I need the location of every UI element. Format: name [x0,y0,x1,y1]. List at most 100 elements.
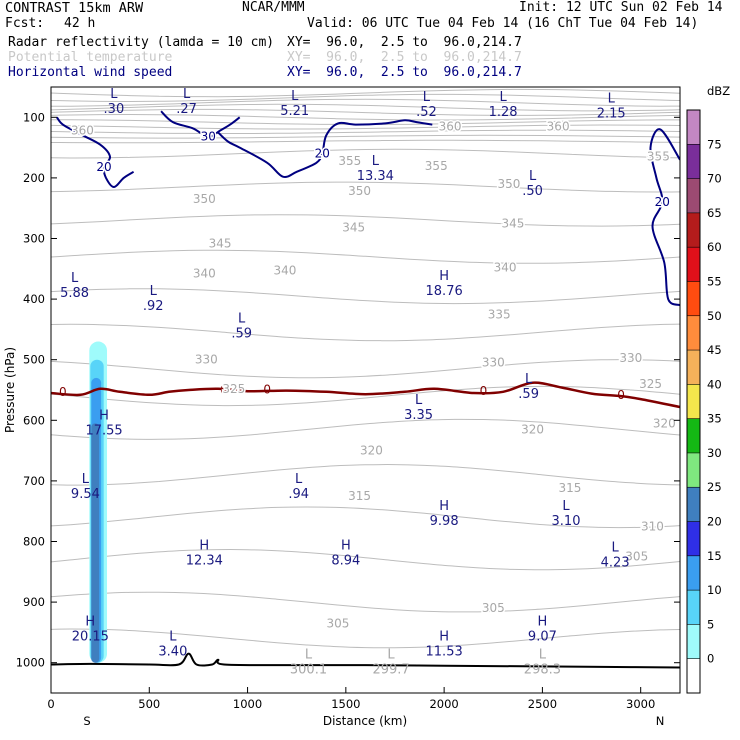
x-tick-label: 2000 [429,697,458,711]
theta-contour-label: 340 [193,267,216,281]
x-tick-label: 500 [138,697,160,711]
isentrope-line [51,108,680,116]
isentrope-line [51,323,680,342]
theta-contour-label: 335 [488,307,511,321]
isentrope-line [51,103,680,112]
extremum-type: H [439,499,449,514]
extremum-value: 298.3 [524,663,561,678]
freezing-level-label: 0 [263,383,271,397]
extremum-type: L [499,90,507,105]
colorbar-swatch [687,281,700,316]
colorbar-label: 65 [707,206,722,220]
extremum-type: H [341,539,351,554]
freezing-level-layer: 0 0 0 0 0 [51,381,680,409]
x-tick-label: 2500 [528,697,557,711]
colorbar-label: 10 [707,583,722,597]
extremum-type: H [199,539,209,554]
y-tick-label: 900 [23,595,45,609]
extremum-value: .94 [288,487,309,502]
colorbar-swatch [687,144,700,179]
colorbar-label: 50 [707,309,722,323]
extremum-value: 300.1 [290,663,327,678]
theta-contour-label: 350 [348,184,371,198]
isentrope-line [51,88,680,98]
left-endpoint-label: S [83,714,90,728]
theta-contour-label: 305 [482,601,505,615]
extremum-type: H [85,614,95,629]
isentrope-line [51,124,680,130]
freezing-level-label: 0 [617,388,625,402]
isentrope-line [51,113,680,121]
colorbar-swatch [687,590,700,625]
colorbar-unit: dBZ [707,84,730,98]
extremum-type: H [439,269,449,284]
contour-labels: 360 360 360 355 355 355 350 350 350 345 345 345 340 3… [69,118,677,632]
x-tick-label: 3000 [626,697,655,711]
wind-contour-20 [56,116,135,189]
theta-contour-label: 330 [482,356,505,370]
extremum-type: L [387,648,395,663]
freezing-level-line [51,381,680,409]
colorbar-swatch [687,624,700,659]
theta-contour-label: 345 [209,236,232,250]
y-axis-title: Pressure (hPa) [3,347,17,433]
field-name-reflectivity: Radar reflectivity (lamda = 10 cm) [8,35,275,50]
colorbar-swatch [687,247,700,282]
extremum-type: H [538,614,548,629]
isentrope-line [51,214,680,227]
colorbar-swatch [687,384,700,419]
theta-contour-label: 330 [619,351,642,365]
wind-contour-label: 20 [655,195,670,209]
colorbar-label: 60 [707,240,722,254]
extremum-type: L [529,169,537,184]
isentrope-line [51,591,680,613]
extremum-value: .59 [231,326,252,341]
theta-contour-label: 345 [342,221,365,235]
field-name-wind: Horizontal wind speed [8,65,173,80]
extremum-type: L [183,87,191,102]
colorbar-label: 40 [707,377,722,391]
theta-contour-label: 355 [425,159,448,173]
colorbar-label: 25 [707,480,722,494]
terrain-layer [51,652,680,669]
colorbar-label: 75 [707,137,722,151]
y-tick-label: 800 [23,535,45,549]
extremum-type: H [99,408,109,423]
theta-contour-label: 320 [360,444,383,458]
wind-contour-30 [160,110,241,138]
theta-contour-label: 360 [439,119,462,133]
x-tick-label: 1000 [233,697,262,711]
theta-contour-label: 345 [501,216,524,230]
extremum-type: L [562,499,570,514]
init-time: Init: 12 UTC Sun 02 Feb 14 [519,0,723,15]
colorbar-label: 20 [707,515,722,529]
extremum-value: 3.35 [404,408,433,423]
colorbar-label: 0 [707,652,714,666]
extremum-value: 299.7 [372,663,409,678]
theta-contour-label: 355 [647,150,670,164]
x-tick-label: 0 [47,697,54,711]
y-tick-label: 600 [23,413,45,427]
theta-contour-label: 340 [273,264,296,278]
isentrope-line [51,288,680,305]
field-xy-reflectivity: XY= 96.0, 2.5 to 96.0,214.7 [287,35,522,50]
isentrope-line [51,506,680,529]
extremum-type: L [82,472,90,487]
extremum-value: .92 [143,299,164,314]
colorbar-label: 30 [707,446,722,460]
plot-frame [50,86,681,694]
extremum-value: 8.94 [331,554,360,569]
isentrope-line [51,181,680,193]
extremum-value: 5.88 [60,286,89,301]
reflectivity-layer [89,341,108,663]
extremum-type: L [110,87,118,102]
wind-contour-label: 20 [96,160,111,174]
colorbar-swatch [687,178,700,213]
theta-contour-label: 330 [195,353,218,367]
wind-contour-20 [217,119,433,179]
colorbar-swatch [687,452,700,488]
extremum-value: 5.21 [280,104,309,119]
extremum-value: 9.07 [528,629,557,644]
colorbar-label: 45 [707,343,722,357]
